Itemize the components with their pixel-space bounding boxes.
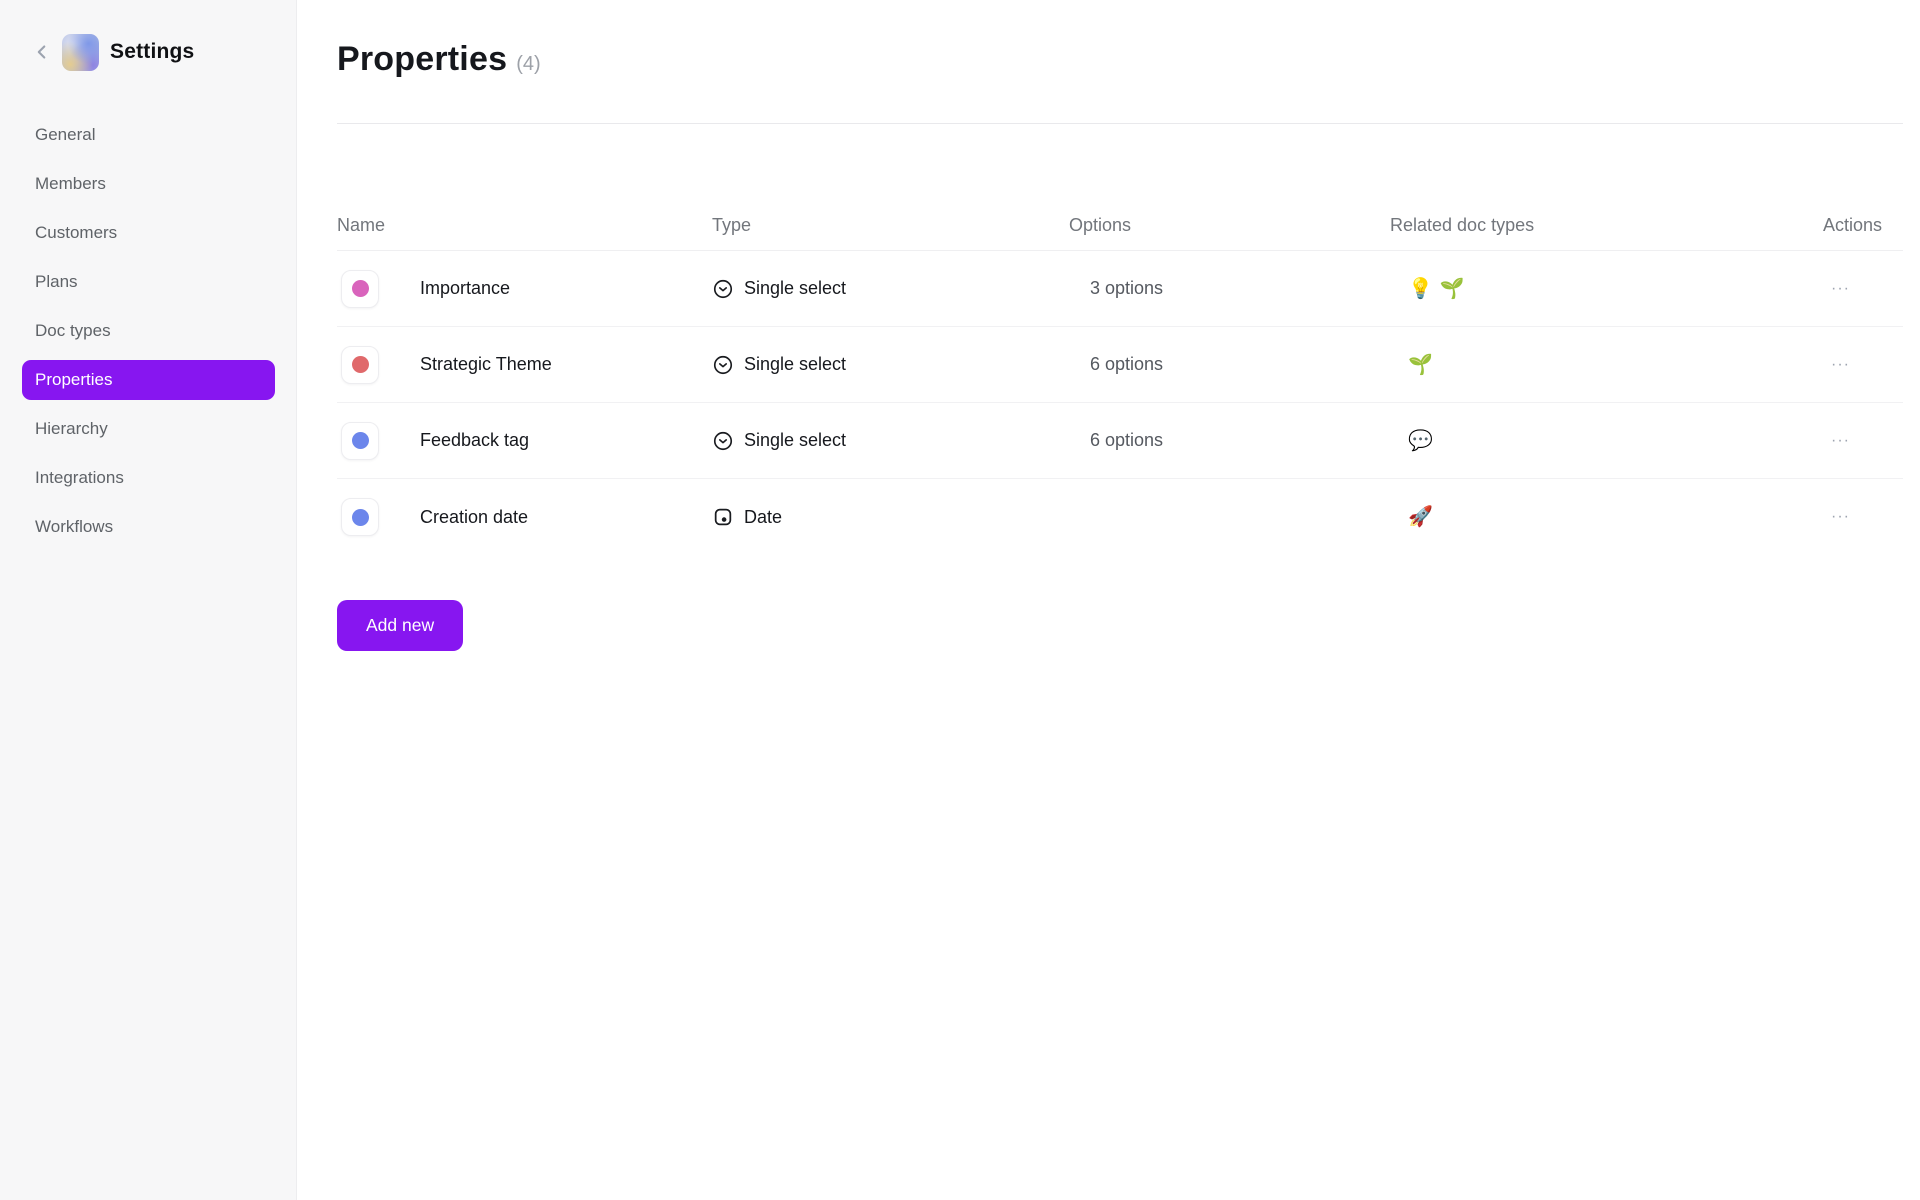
related-doc-types-cell: 💡 🌱 — [1390, 279, 1823, 299]
actions-cell: ··· — [1823, 427, 1903, 455]
color-dot — [351, 432, 369, 449]
actions-cell: ··· — [1823, 351, 1903, 379]
table-row: Importance Single select 3 options 💡 🌱 ·… — [337, 251, 1903, 327]
more-actions-button[interactable]: ··· — [1827, 275, 1854, 303]
type-cell: Single select — [712, 430, 1069, 452]
name-cell: Importance — [337, 269, 712, 308]
table-row: Feedback tag Single select 6 options 💬 ·… — [337, 403, 1903, 479]
back-button[interactable] — [30, 40, 54, 64]
related-doc-types-cell: 💬 — [1390, 431, 1823, 451]
doc-type-emoji: 💡 — [1408, 277, 1433, 300]
property-color-swatch[interactable] — [341, 421, 379, 460]
options-count: 6 options — [1090, 354, 1164, 374]
property-name: Feedback tag — [420, 430, 530, 450]
column-header-name: Name — [337, 215, 386, 235]
type-cell: Date — [712, 506, 1069, 528]
color-dot — [351, 508, 369, 526]
single-select-icon — [713, 431, 733, 450]
sidebar-item-doc-types[interactable]: Doc types — [35, 321, 111, 340]
actions-cell: ··· — [1823, 503, 1903, 531]
column-header-options: Options — [1069, 215, 1132, 235]
property-color-swatch[interactable] — [341, 269, 379, 308]
properties-table: Name Type Options Related doc types Acti… — [337, 124, 1903, 555]
table-header-row: Name Type Options Related doc types Acti… — [337, 124, 1903, 251]
ellipsis-icon: ··· — [1831, 508, 1850, 525]
table-row: Creation date Date 🚀 ··· — [337, 479, 1903, 555]
more-actions-button[interactable]: ··· — [1827, 503, 1854, 531]
doc-type-emoji: 🚀 — [1408, 506, 1433, 528]
page-title-row: Properties (4) — [337, 40, 1903, 84]
name-cell: Strategic Theme — [337, 345, 712, 384]
options-count: 3 options — [1090, 278, 1164, 298]
column-header-actions: Actions — [1823, 215, 1883, 235]
type-label: Single select — [744, 278, 847, 298]
options-count: 6 options — [1090, 430, 1164, 450]
workspace-avatar — [62, 33, 99, 71]
add-new-button[interactable]: Add new — [337, 600, 464, 651]
more-actions-button[interactable]: ··· — [1827, 427, 1854, 455]
sidebar-item-members[interactable]: Members — [35, 174, 106, 193]
settings-nav: General Members Customers Plans Doc type… — [0, 115, 296, 547]
settings-sidebar: Settings General Members Customers Plans… — [0, 0, 297, 1200]
property-name: Importance — [420, 278, 511, 298]
color-dot — [351, 280, 369, 297]
type-cell: Single select — [712, 354, 1069, 376]
type-label: Single select — [744, 354, 847, 374]
date-icon — [714, 508, 732, 526]
property-color-swatch[interactable] — [341, 498, 379, 536]
sidebar-item-hierarchy[interactable]: Hierarchy — [35, 419, 108, 438]
type-label: Date — [744, 506, 783, 527]
type-cell: Single select — [712, 278, 1069, 300]
workspace-header: Settings — [0, 33, 296, 71]
column-header-related: Related doc types — [1390, 215, 1535, 235]
doc-type-emoji: 💬 — [1408, 429, 1433, 452]
type-label: Single select — [744, 430, 847, 450]
single-select-icon — [713, 279, 733, 298]
column-header-type: Type — [712, 215, 752, 235]
property-name: Creation date — [420, 506, 529, 527]
sidebar-item-plans[interactable]: Plans — [35, 272, 78, 291]
property-name: Strategic Theme — [420, 354, 552, 374]
sidebar-item-customers[interactable]: Customers — [35, 223, 118, 242]
sidebar-item-general[interactable]: General — [35, 125, 96, 144]
workspace-title: Settings — [110, 40, 195, 63]
sidebar-item-properties[interactable]: Properties — [22, 360, 275, 400]
actions-cell: ··· — [1823, 275, 1903, 303]
related-doc-types-cell: 🚀 — [1390, 507, 1823, 527]
ellipsis-icon: ··· — [1831, 431, 1850, 449]
sidebar-item-integrations[interactable]: Integrations — [35, 468, 124, 487]
name-cell: Creation date — [337, 498, 712, 536]
sidebar-item-workflows[interactable]: Workflows — [35, 517, 114, 536]
page-title: Properties — [337, 40, 508, 78]
more-actions-button[interactable]: ··· — [1827, 351, 1854, 379]
chevron-left-icon — [37, 45, 46, 59]
color-dot — [351, 356, 369, 373]
title-divider — [337, 123, 1903, 124]
ellipsis-icon: ··· — [1831, 279, 1850, 297]
doc-type-emoji: 🌱 — [1408, 353, 1433, 376]
table-row: Strategic Theme Single select 6 options … — [337, 327, 1903, 403]
single-select-icon — [713, 355, 733, 374]
ellipsis-icon: ··· — [1831, 355, 1850, 373]
properties-page: Properties (4) Name Type Options Related… — [297, 0, 1920, 1200]
related-doc-types-cell: 🌱 — [1390, 355, 1823, 375]
property-color-swatch[interactable] — [341, 345, 379, 384]
name-cell: Feedback tag — [337, 421, 712, 460]
doc-type-emoji: 🌱 — [1439, 277, 1465, 300]
page-count: (4) — [516, 53, 541, 75]
